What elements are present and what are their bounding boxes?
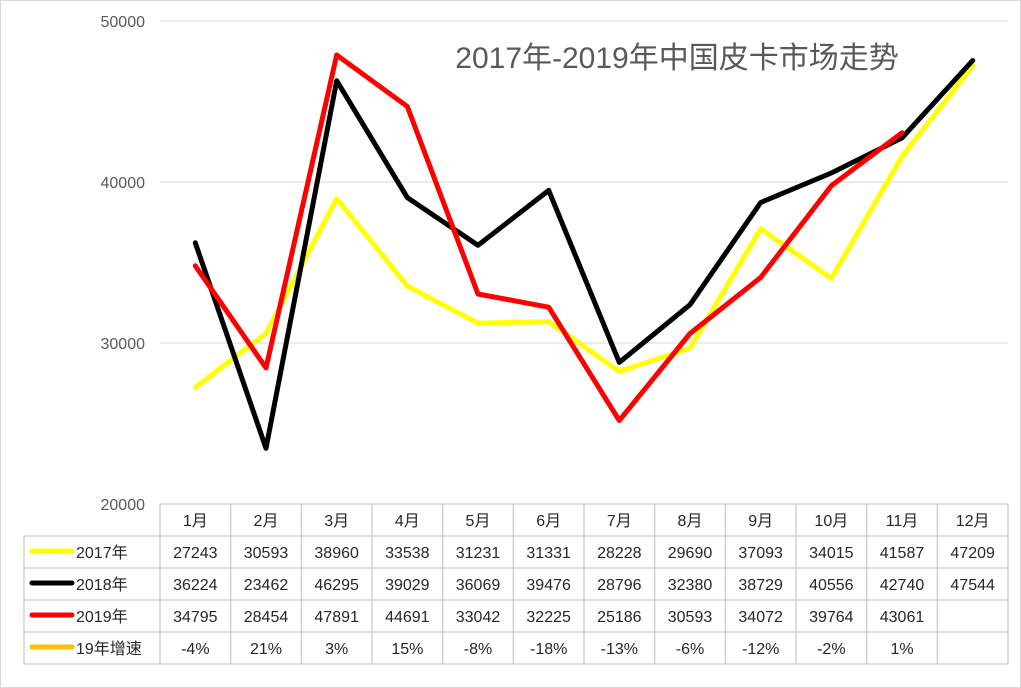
table-value: 47891	[314, 609, 359, 626]
series-line	[192, 63, 976, 390]
table-value: 47544	[950, 577, 995, 594]
table-value: 15%	[391, 641, 423, 658]
table-value: 23462	[244, 577, 289, 594]
series-line	[192, 58, 976, 451]
series-lines	[192, 52, 976, 451]
table-value: 43061	[880, 609, 925, 626]
table-value: 39029	[385, 577, 430, 594]
category-label: 8月	[678, 513, 703, 530]
legend-label: 2019年	[76, 608, 128, 626]
y-tick-label: 40000	[101, 175, 146, 192]
table-value: 28796	[597, 577, 642, 594]
table-value: 34072	[738, 609, 783, 626]
table-value: 41587	[880, 545, 925, 562]
table-value: 30593	[668, 609, 713, 626]
legend-label: 2018年	[76, 576, 128, 594]
y-axis-tick-labels: 20000 30000 40000 50000	[101, 14, 146, 514]
legend-label: 2017年	[76, 544, 128, 562]
table-value: 44691	[385, 609, 430, 626]
y-tick-label: 20000	[101, 497, 146, 514]
category-label: 10月	[814, 513, 848, 530]
y-tick-label: 30000	[101, 336, 146, 353]
category-label: 4月	[395, 513, 420, 530]
y-tick-label: 50000	[101, 14, 146, 31]
table-value: 3%	[325, 641, 348, 658]
table-value: 32225	[526, 609, 571, 626]
series-line	[192, 52, 905, 423]
table-value: 46295	[314, 577, 359, 594]
table-value: -13%	[601, 641, 638, 658]
table-value: 27243	[173, 545, 218, 562]
table-value: -18%	[530, 641, 567, 658]
table-value: -8%	[464, 641, 492, 658]
table-value: 34795	[173, 609, 218, 626]
legend-label: 19年增速	[76, 640, 142, 658]
table-value: 32380	[668, 577, 713, 594]
table-value: 38960	[314, 545, 359, 562]
table-value: -12%	[742, 641, 779, 658]
table-value: 36224	[173, 577, 218, 594]
category-label: 3月	[324, 513, 349, 530]
table-value: 33042	[456, 609, 501, 626]
table-value: 31331	[526, 545, 571, 562]
table-value: -6%	[676, 641, 704, 658]
table-value: 39476	[526, 577, 571, 594]
category-label: 9月	[748, 513, 773, 530]
table-value: 38729	[738, 577, 783, 594]
table-value: 31231	[456, 545, 501, 562]
table-value: 28228	[597, 545, 642, 562]
table-value: 47209	[950, 545, 995, 562]
table-value: 37093	[738, 545, 783, 562]
table-value: 40556	[809, 577, 854, 594]
category-label: 2月	[254, 513, 279, 530]
chart-title: 2017年-2019年中国皮卡市场走势	[455, 42, 898, 75]
category-label: 12月	[956, 513, 990, 530]
category-label: 11月	[886, 513, 919, 530]
grid-lines	[160, 20, 1008, 344]
table-value: 36069	[456, 577, 501, 594]
table-value: -4%	[181, 641, 209, 658]
table-value: 33538	[385, 545, 430, 562]
table-value: 29690	[668, 545, 713, 562]
table-value: 25186	[597, 609, 642, 626]
category-label: 5月	[466, 513, 491, 530]
category-label: 1月	[183, 513, 208, 530]
table-value: 34015	[809, 545, 854, 562]
table-value: 28454	[244, 609, 289, 626]
data-table: 1月 2月 3月 4月 5月 6月 7月 8月 9月 10月 11月 12月 2017年 27243 305…	[23, 503, 1009, 665]
table-value: 21%	[250, 641, 282, 658]
table-value: 1%	[890, 641, 913, 658]
table-value: -2%	[817, 641, 845, 658]
category-label: 7月	[607, 513, 632, 530]
table-value: 42740	[880, 577, 925, 594]
table-value: 39764	[809, 609, 854, 626]
table-value: 30593	[244, 545, 289, 562]
category-label: 6月	[536, 513, 561, 530]
